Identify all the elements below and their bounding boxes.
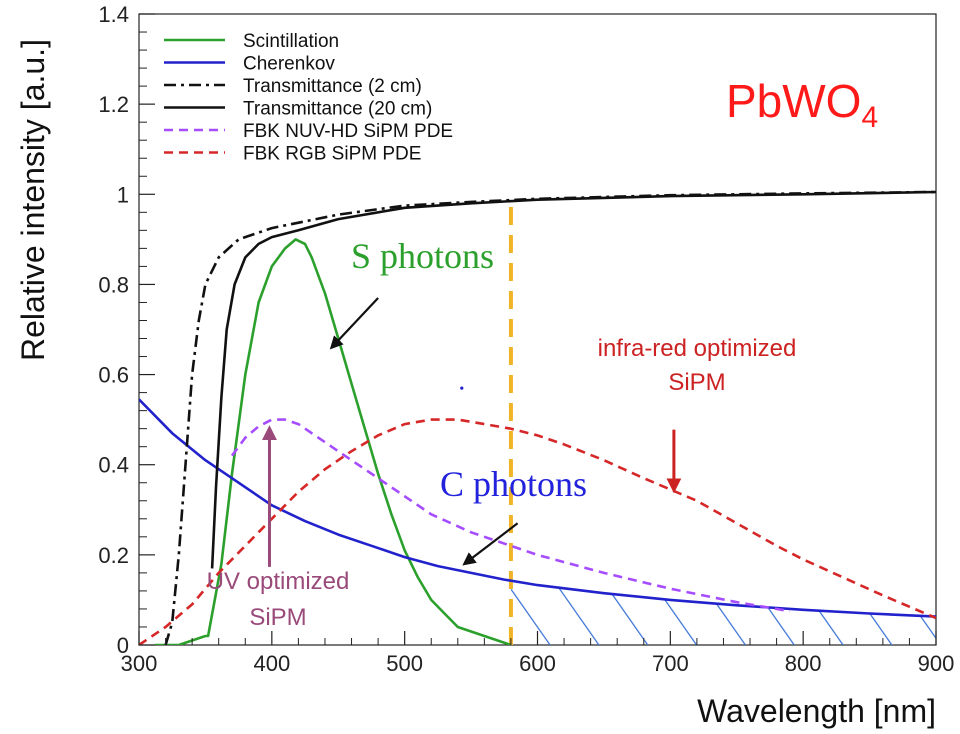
y-tick-label: 1.4 xyxy=(98,2,129,27)
legend-label-fbk-rgb-sipm-pde: FBK RGB SiPM PDE xyxy=(243,144,421,165)
annotations-layer: PbWO4 S photons C photons infra-red optimiz… xyxy=(207,75,879,631)
y-tick-label: 0.6 xyxy=(98,363,129,388)
series-line-transmittance-20-cm xyxy=(210,190,936,569)
ir-sipm-label-line2: SiPM xyxy=(668,369,725,396)
legend-label-transmittance-20-cm: Transmittance (20 cm) xyxy=(243,99,432,120)
series-line-fbk-nuv-hd-sipm-pde xyxy=(230,418,791,613)
x-axis-title: Wavelength [nm] xyxy=(697,693,936,729)
series-layer xyxy=(139,190,936,645)
ir-sipm-label-line1: infra-red optimized xyxy=(598,335,797,362)
y-axis-title: Relative intensity [a.u.] xyxy=(15,39,51,361)
y-tick-label: 1.2 xyxy=(98,92,129,117)
s-photons-label: S photons xyxy=(351,236,494,276)
legend-label-transmittance-2-cm: Transmittance (2 cm) xyxy=(243,76,422,97)
y-tick-label: 0 xyxy=(117,633,129,658)
legend-label-scintillation: Scintillation xyxy=(243,31,339,52)
x-tick-label: 400 xyxy=(253,651,290,676)
c-photons-arrow xyxy=(462,522,519,566)
c-photons-label: C photons xyxy=(440,464,587,504)
series-line-fbk-rgb-sipm-pde xyxy=(139,418,936,645)
y-tick-label: 1 xyxy=(117,182,129,207)
material-label: PbWO4 xyxy=(726,75,878,134)
x-tick-label: 500 xyxy=(386,651,423,676)
y-tick-label: 0.8 xyxy=(98,272,129,297)
legend-label-cherenkov: Cherenkov xyxy=(243,54,335,75)
uv-sipm-label-line2: SiPM xyxy=(249,604,306,631)
y-tick-label: 0.2 xyxy=(98,543,129,568)
x-tick-label: 700 xyxy=(652,651,689,676)
ticks-layer: 300 400 500 600 700 800 900 0 0.2 0.4 0.6 0.8 1 1.2 1.… xyxy=(98,2,954,676)
y-tick-label: 0.4 xyxy=(98,453,129,478)
x-tick-label: 800 xyxy=(785,651,822,676)
stray-point xyxy=(460,386,464,390)
x-tick-label: 300 xyxy=(121,651,158,676)
uv-sipm-label-line1: UV optimized xyxy=(207,568,350,595)
series-line-cherenkov xyxy=(139,398,936,618)
s-photons-arrow xyxy=(329,297,379,350)
legend-label-fbk-nuv-hd-sipm-pde: FBK NUV-HD SiPM PDE xyxy=(243,121,453,142)
hatched-region xyxy=(510,579,936,645)
x-tick-label: 900 xyxy=(918,651,955,676)
series-line-scintillation xyxy=(154,238,512,645)
x-tick-label: 600 xyxy=(519,651,556,676)
cherenkov-hatch-area xyxy=(510,579,936,645)
